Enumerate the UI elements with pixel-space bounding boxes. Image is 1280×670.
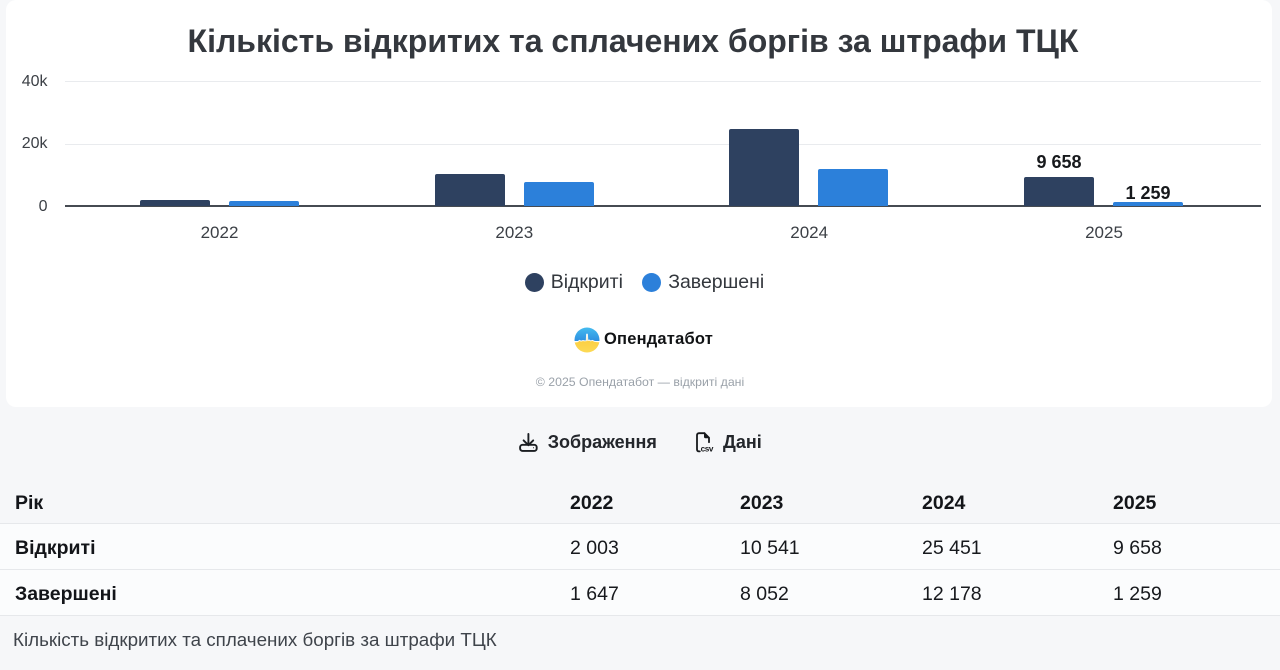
svg-text:csv: csv bbox=[700, 444, 713, 453]
